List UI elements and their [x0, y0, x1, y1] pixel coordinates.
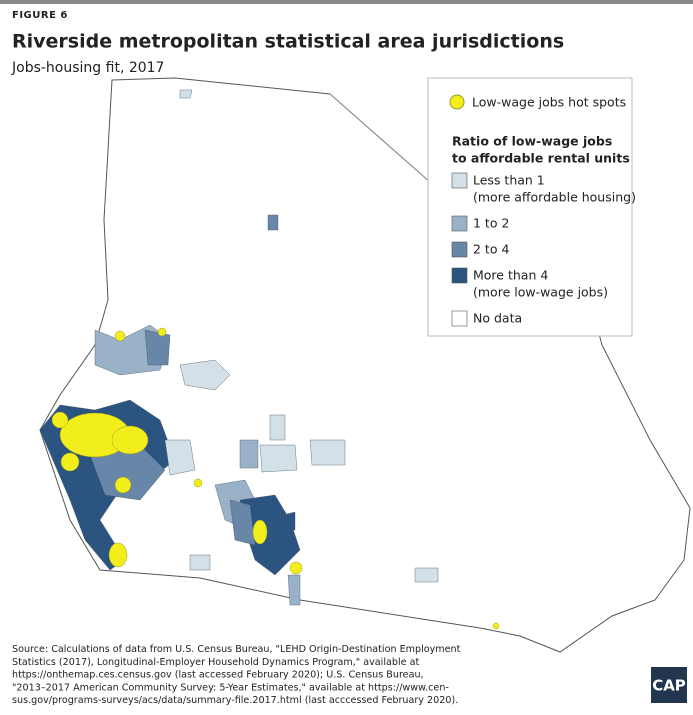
legend-label: Less than 1: [473, 173, 545, 188]
hotspot: [114, 476, 132, 494]
region: [282, 511, 296, 531]
region: [179, 89, 193, 99]
hotspot: [108, 542, 128, 568]
legend-label: Low-wage jobs hot spots: [472, 95, 626, 110]
source-line: Statistics (2017), Longitudinal-Employer…: [12, 657, 419, 668]
hotspot: [60, 452, 80, 472]
logo-box: [651, 667, 687, 703]
legend: Low-wage jobs hot spots Ratio of low-wag…: [427, 77, 636, 337]
hotspot: [114, 330, 126, 342]
legend-swatch: [449, 94, 465, 110]
map: [39, 77, 691, 653]
source-line: Source: Calculations of data from U.S. C…: [12, 644, 461, 655]
legend-swatch: [451, 241, 468, 258]
region: [269, 414, 286, 441]
hotspot: [111, 425, 149, 455]
legend-swatch: [451, 267, 468, 284]
legend-label: More than 4: [473, 268, 548, 283]
source: Source: Calculations of data from U.S. C…: [12, 644, 461, 706]
legend-heading: to affordable rental units: [452, 151, 630, 166]
legend-label: (more affordable housing): [473, 190, 636, 205]
region: [309, 439, 346, 466]
region: [179, 359, 231, 391]
region: [287, 574, 301, 606]
legend-label: (more low-wage jobs): [473, 285, 608, 300]
hotspot: [51, 411, 69, 429]
logo: CAP: [652, 677, 686, 695]
region: [189, 554, 211, 571]
region: [414, 567, 439, 583]
legend-heading: Ratio of low-wage jobs: [452, 134, 612, 149]
region: [267, 214, 279, 231]
source-line: sus.gov/programs-surveys/acs/data/summar…: [12, 695, 458, 706]
hotspot: [492, 622, 500, 630]
source-line: "2013–2017 American Community Survey: 5-…: [12, 682, 449, 693]
top-bar: [0, 0, 693, 4]
region: [144, 329, 171, 366]
legend-swatch: [451, 172, 468, 189]
hotspot: [289, 561, 303, 575]
hotspot: [252, 519, 268, 545]
hotspot: [193, 478, 203, 488]
figure-label: FIGURE 6: [12, 10, 68, 21]
title: Riverside metropolitan statistical area …: [12, 31, 564, 53]
subtitle: Jobs-housing fit, 2017: [11, 60, 164, 76]
legend-swatch: [451, 215, 468, 232]
region: [229, 499, 256, 546]
county-outline: [39, 77, 691, 653]
legend-swatch: [451, 310, 468, 327]
legend-label: No data: [473, 311, 522, 326]
region: [164, 439, 196, 476]
hotspot: [157, 327, 167, 337]
region: [239, 439, 259, 469]
legend-label: 2 to 4: [473, 242, 509, 257]
source-line: https://onthemap.ces.census.gov (last ac…: [12, 670, 424, 681]
region: [259, 444, 298, 473]
legend-box: [427, 77, 633, 337]
legend-label: 1 to 2: [473, 216, 509, 231]
